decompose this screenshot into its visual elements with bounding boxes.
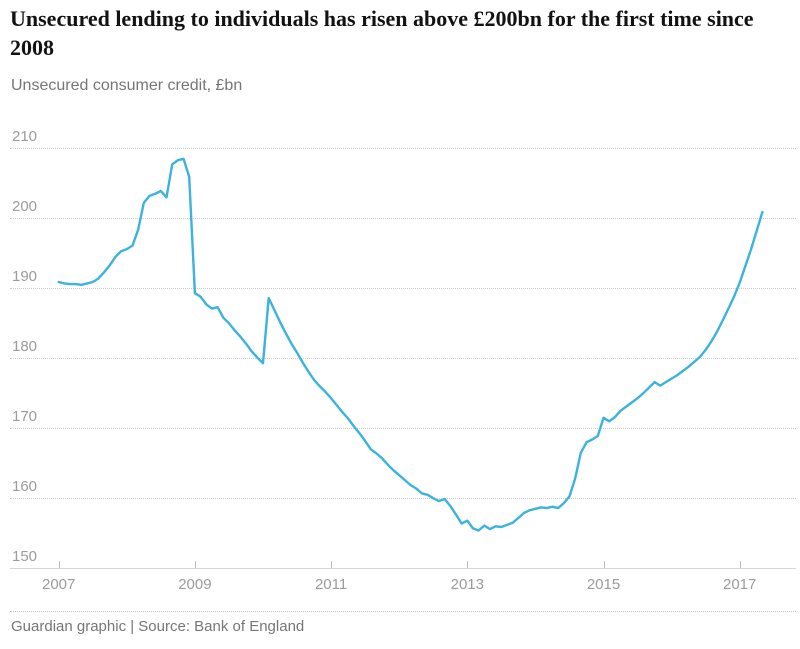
gridline-180 <box>10 358 796 360</box>
x-tick-label-2011: 2011 <box>314 576 348 593</box>
consumer-credit-line <box>57 157 764 532</box>
chart-subtitle: Unsecured consumer credit, £bn <box>11 77 243 94</box>
x-tick-label-2007: 2007 <box>42 576 76 593</box>
y-tick-label-160: 160 <box>12 478 38 496</box>
x-tick-2007 <box>58 561 60 568</box>
gridline-200 <box>10 218 796 220</box>
footer-separator <box>10 611 796 612</box>
x-tick-2011 <box>331 561 333 568</box>
gridline-190 <box>10 288 796 290</box>
y-tick-label-170: 170 <box>12 408 38 426</box>
y-tick-label-190: 190 <box>12 268 38 286</box>
x-tick-label-2013: 2013 <box>450 576 484 593</box>
x-tick-2013 <box>467 561 469 568</box>
y-tick-label-200: 200 <box>12 198 38 216</box>
chart-title: Unsecured lending to individuals has ris… <box>10 6 754 60</box>
gridline-160 <box>10 498 796 500</box>
x-tick-2009 <box>194 561 196 568</box>
x-axis-baseline <box>10 568 796 569</box>
y-tick-label-150: 150 <box>12 548 38 566</box>
x-tick-label-2017: 2017 <box>723 576 757 593</box>
x-tick-label-2009: 2009 <box>178 576 212 593</box>
y-tick-label-180: 180 <box>12 338 38 356</box>
gridline-170 <box>10 428 796 430</box>
source-credit: Guardian graphic | Source: Bank of Engla… <box>11 618 305 635</box>
x-tick-2017 <box>739 561 741 568</box>
gridline-210 <box>10 148 796 150</box>
y-tick-label-210: 210 <box>12 128 38 146</box>
x-tick-label-2015: 2015 <box>586 576 621 593</box>
x-tick-2015 <box>603 561 605 568</box>
